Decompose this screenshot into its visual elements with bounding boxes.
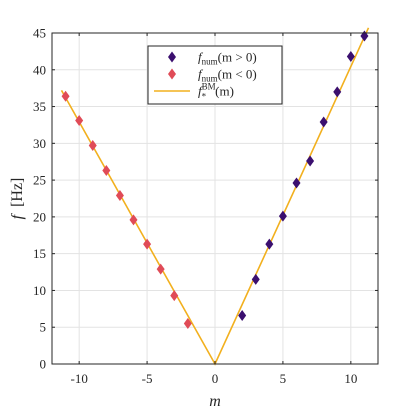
data-point-series-1	[143, 238, 152, 250]
data-point-series-0	[333, 86, 342, 98]
axis-ticks: -10 -5 0 5 10 0 5 10 15 20 25 30 35 40 45	[33, 26, 378, 386]
y-axis-label: f [Hz]	[9, 178, 26, 220]
data-point-series-1	[156, 263, 165, 275]
data-point-series-1	[115, 190, 124, 202]
data-point-series-1	[102, 165, 111, 177]
data-point-series-0	[306, 155, 315, 167]
y-tick-label: 45	[33, 26, 46, 41]
data-point-series-0	[319, 116, 328, 128]
y-tick-label: 35	[33, 99, 46, 114]
y-tick-label: 25	[33, 173, 46, 188]
data-point-series-1	[129, 214, 138, 226]
data-point-series-0	[251, 273, 260, 285]
data-point-series-0	[292, 177, 301, 189]
data-layer	[60, 27, 370, 366]
legend-marker-1	[168, 68, 176, 80]
y-axis-label-unit: [Hz]	[9, 178, 26, 207]
y-tick-label: 5	[40, 320, 47, 335]
data-point-series-0	[265, 238, 274, 250]
x-tick-label: 5	[280, 371, 287, 386]
data-point-series-1	[183, 318, 192, 330]
data-point-series-1	[61, 90, 70, 102]
legend-label-0: fnum(m > 0)	[198, 50, 257, 67]
data-point-series-0	[346, 51, 355, 63]
data-point-series-1	[75, 115, 84, 127]
y-tick-label: 0	[40, 357, 47, 372]
legend-label-2: fBM * (m)	[198, 82, 234, 102]
x-tick-label: 0	[212, 371, 219, 386]
legend-marker-0	[168, 51, 176, 63]
y-tick-label: 30	[33, 136, 46, 151]
y-tick-label: 40	[33, 62, 46, 77]
y-tick-label: 15	[33, 246, 46, 261]
x-tick-label: 10	[344, 371, 357, 386]
y-tick-label: 20	[33, 209, 46, 224]
data-point-series-1	[88, 140, 97, 152]
data-point-series-0	[238, 309, 247, 321]
y-axis-label-symbol: f	[9, 212, 26, 219]
x-tick-label: -5	[142, 371, 153, 386]
y-tick-label: 10	[33, 283, 46, 298]
data-point-series-0	[278, 210, 287, 222]
legend-label-1: fnum(m < 0)	[198, 67, 257, 84]
x-axis-label: m	[209, 393, 221, 410]
data-point-series-1	[170, 290, 179, 302]
x-tick-label: -10	[70, 371, 87, 386]
y-axis-label-group: f [Hz]	[9, 178, 26, 220]
legend: fnum(m > 0)fnum(m < 0)fBM * (m)	[147, 45, 283, 105]
